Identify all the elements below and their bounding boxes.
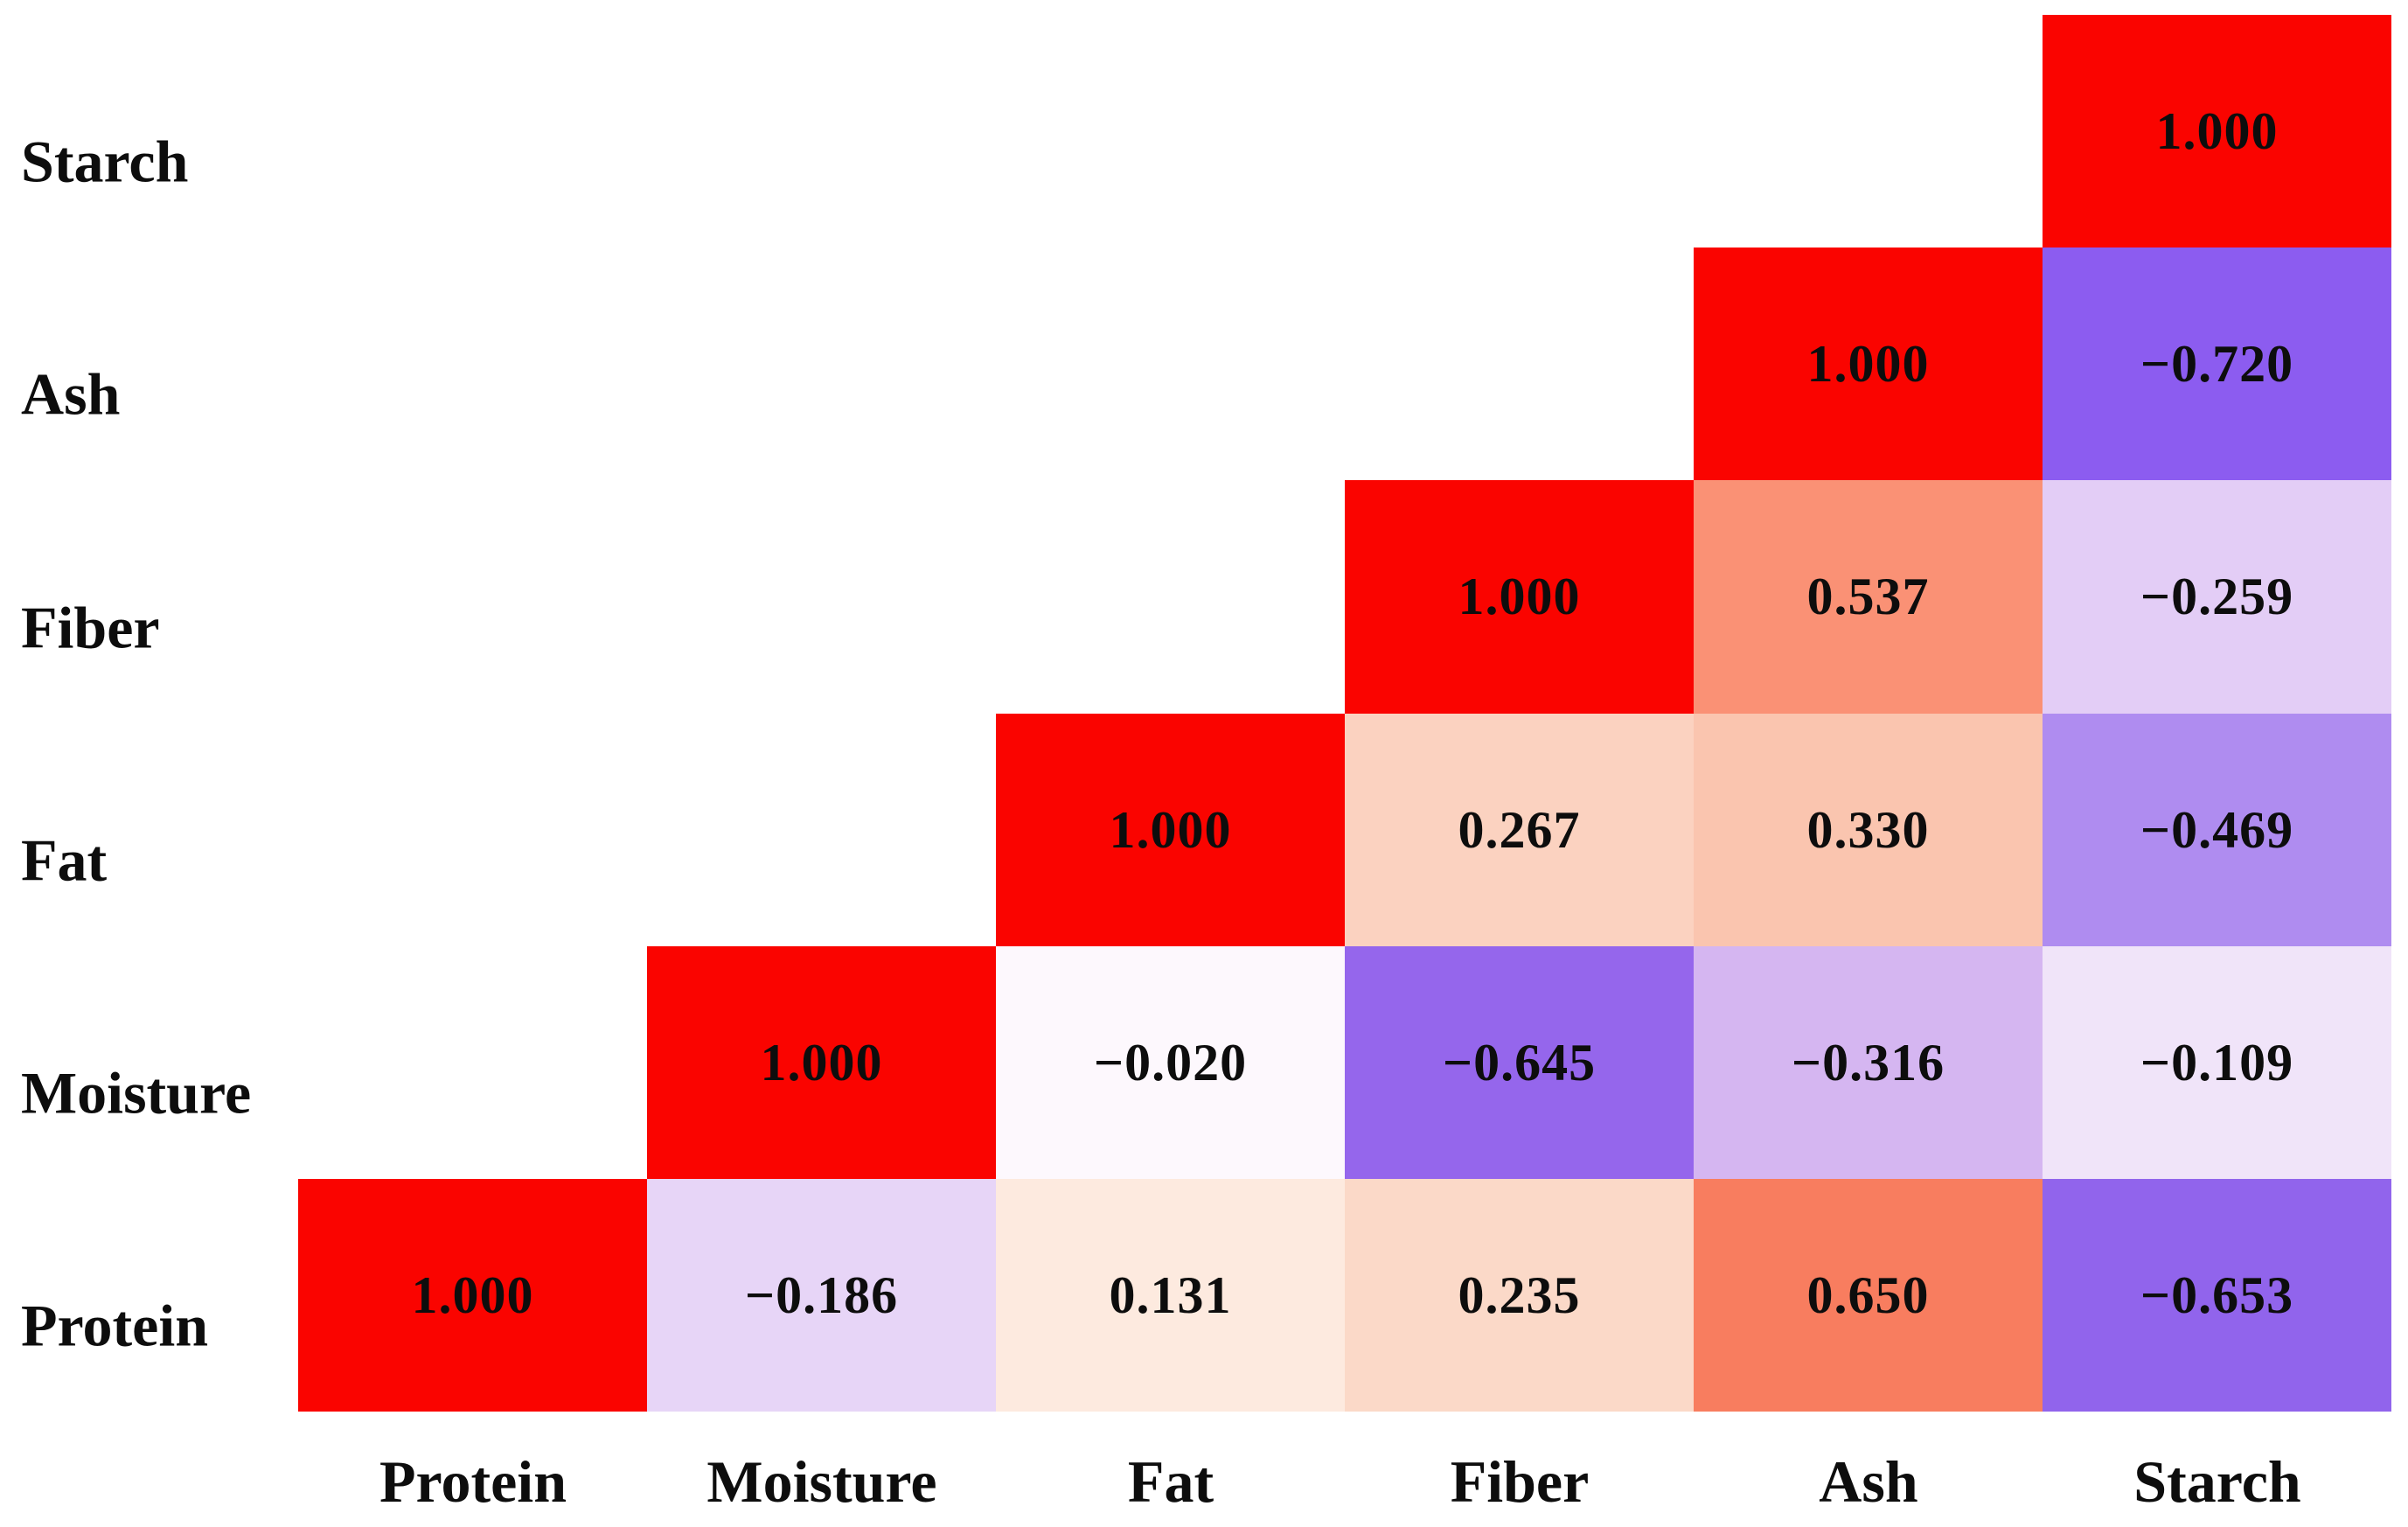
col-label-fat: Fat bbox=[1127, 1448, 1214, 1515]
cell-value: 0.650 bbox=[1806, 1266, 1930, 1324]
heatmap-cell: −0.316 bbox=[1694, 946, 2043, 1179]
cell-value: −0.469 bbox=[2140, 800, 2294, 859]
cell-value: 0.330 bbox=[1806, 800, 1930, 859]
col-label-protein: Protein bbox=[379, 1448, 567, 1515]
cell-value: −0.316 bbox=[1791, 1033, 1945, 1091]
row-label-protein: Protein bbox=[21, 1292, 209, 1359]
row-label-starch: Starch bbox=[21, 128, 189, 195]
col-label-fiber: Fiber bbox=[1450, 1448, 1590, 1515]
cell-value: 1.000 bbox=[1806, 334, 1930, 393]
row-label-fiber: Fiber bbox=[21, 594, 160, 661]
cell-value: −0.653 bbox=[2140, 1266, 2294, 1324]
row-label-fat: Fat bbox=[21, 826, 108, 894]
cell-value: 0.235 bbox=[1458, 1266, 1581, 1324]
cell-value: 1.000 bbox=[2155, 101, 2279, 160]
cell-value: −0.259 bbox=[2140, 568, 2294, 625]
heatmap-cell: −0.259 bbox=[2043, 480, 2391, 714]
heatmap-cell: 1.000 bbox=[647, 946, 996, 1179]
heatmap-cell: 0.537 bbox=[1694, 480, 2043, 714]
col-label-moisture: Moisture bbox=[706, 1448, 937, 1515]
row-label-moisture: Moisture bbox=[21, 1059, 252, 1126]
row-label-ash: Ash bbox=[21, 360, 121, 428]
cell-value: 1.000 bbox=[1458, 568, 1581, 625]
heatmap-cell: −0.109 bbox=[2043, 946, 2391, 1179]
cell-value: 1.000 bbox=[1109, 800, 1232, 859]
cell-value: −0.720 bbox=[2140, 334, 2294, 393]
cell-value: −0.109 bbox=[2140, 1033, 2294, 1091]
heatmap-cell: −0.469 bbox=[2043, 714, 2391, 946]
cell-value: −0.020 bbox=[1093, 1033, 1248, 1091]
cell-value: 0.537 bbox=[1806, 568, 1930, 625]
heatmap-cell: 0.131 bbox=[996, 1179, 1345, 1412]
cell-value: 0.131 bbox=[1109, 1266, 1232, 1324]
heatmap-cell: 1.000 bbox=[2043, 15, 2391, 248]
heatmap-cell: 0.650 bbox=[1694, 1179, 2043, 1412]
col-label-ash: Ash bbox=[1819, 1448, 1918, 1515]
heatmap-cell: 0.267 bbox=[1345, 714, 1694, 946]
col-label-starch: Starch bbox=[2133, 1448, 2301, 1515]
cell-value: −0.645 bbox=[1442, 1033, 1597, 1091]
cell-value: 1.000 bbox=[411, 1266, 534, 1324]
heatmap-cell: −0.645 bbox=[1345, 946, 1694, 1179]
heatmap-cell: 0.330 bbox=[1694, 714, 2043, 946]
heatmap-cell: −0.020 bbox=[996, 946, 1345, 1179]
heatmap-cell: 1.000 bbox=[996, 714, 1345, 946]
heatmap-cell: −0.720 bbox=[2043, 248, 2391, 480]
heatmap-cell: −0.653 bbox=[2043, 1179, 2391, 1412]
cell-value: 1.000 bbox=[760, 1033, 883, 1091]
heatmap-cell: 1.000 bbox=[1694, 248, 2043, 480]
heatmap-cell: 0.235 bbox=[1345, 1179, 1694, 1412]
heatmap-cell: 1.000 bbox=[298, 1179, 647, 1412]
heatmap-cell: 1.000 bbox=[1345, 480, 1694, 714]
heatmap-cell: −0.186 bbox=[647, 1179, 996, 1412]
cell-value: −0.186 bbox=[744, 1266, 899, 1324]
cell-value: 0.267 bbox=[1458, 800, 1581, 859]
